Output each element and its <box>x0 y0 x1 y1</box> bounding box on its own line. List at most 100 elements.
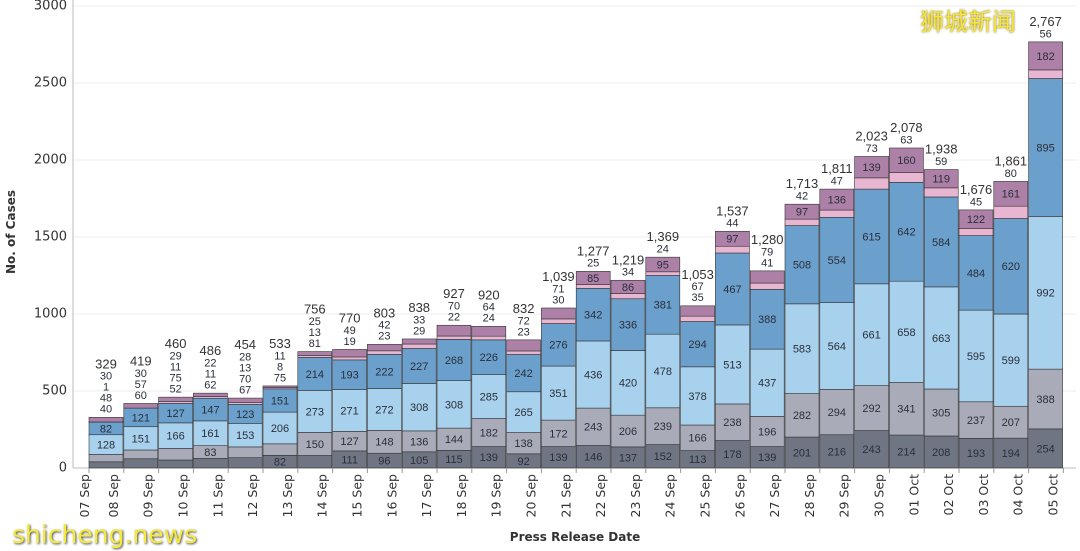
segment-value-label: 79 <box>761 246 773 258</box>
bar-segment <box>610 279 646 294</box>
bar-segment <box>993 437 1029 469</box>
bar-segment <box>610 414 646 448</box>
x-tick-label: 21 Sep <box>558 474 573 518</box>
x-tick-label: 01 Oct <box>906 474 921 516</box>
segment-value-label: 271 <box>340 405 358 417</box>
bar-22-sep: 146 243 436 342 85 251,277 <box>575 243 611 469</box>
bar-segment <box>367 350 402 355</box>
total-label: 1,713 <box>786 176 819 191</box>
x-tick-label: 16 Sep <box>384 474 399 518</box>
bar-segment <box>715 252 750 326</box>
segment-value-label: 151 <box>132 433 150 445</box>
x-tick-label: 26 Sep <box>732 474 747 518</box>
bar-segment <box>958 401 994 439</box>
total-label: 1,861 <box>995 153 1028 168</box>
segment-value-label: 436 <box>584 369 602 381</box>
segment-value-label: 83 <box>204 447 216 459</box>
total-label: 2,023 <box>855 128 888 143</box>
segment-value-label: 25 <box>309 316 321 328</box>
total-label: 460 <box>165 336 187 351</box>
bar-segment <box>610 298 646 351</box>
segment-value-label: 336 <box>619 320 637 332</box>
bar-segment <box>889 182 924 282</box>
total-label: 419 <box>130 353 152 368</box>
total-label: 770 <box>339 310 361 325</box>
segment-value-label: 22 <box>204 358 216 370</box>
segment-value-label: 272 <box>375 404 393 416</box>
segment-value-label: 137 <box>619 452 637 464</box>
bar-segment <box>784 203 820 220</box>
y-tick-label: 2000 <box>34 153 67 168</box>
x-tick-label: 18 Sep <box>454 474 469 518</box>
segment-value-label: 81 <box>309 338 321 350</box>
bar-segment <box>123 403 159 409</box>
segment-value-label: 75 <box>169 373 181 385</box>
bar-segment <box>889 280 924 383</box>
x-tick-label: 20 Sep <box>524 474 539 518</box>
bar-28-sep: 201 282 583 508 97 421,713 <box>784 176 820 469</box>
bar-segment <box>680 321 715 368</box>
segment-value-label: 86 <box>622 282 634 294</box>
segment-value-label: 216 <box>828 446 846 458</box>
segment-value-label: 56 <box>1039 28 1051 40</box>
x-tick-label: 09 Sep <box>141 474 156 518</box>
bar-segment <box>575 271 611 285</box>
total-label: 1,219 <box>612 252 645 267</box>
segment-value-label: 1 <box>103 382 109 394</box>
segment-value-label: 111 <box>341 454 358 466</box>
segment-value-label: 182 <box>480 427 498 439</box>
segment-value-label: 34 <box>622 267 634 279</box>
total-label: 329 <box>95 356 117 371</box>
x-tick-label: 14 Sep <box>315 474 330 518</box>
bar-05-oct: 254 388 992 895 182 562,767 <box>1028 14 1063 469</box>
segment-value-label: 663 <box>932 333 950 345</box>
x-tick-label: 23 Sep <box>628 474 643 518</box>
bar-segment <box>889 382 924 436</box>
x-tick-label: 19 Sep <box>489 474 504 518</box>
bar-segment <box>645 407 681 445</box>
segment-value-label: 992 <box>1036 288 1054 300</box>
segment-value-label: 48 <box>100 393 112 405</box>
segment-value-label: 23 <box>378 331 390 343</box>
segment-value-label: 178 <box>723 449 741 461</box>
segment-value-label: 237 <box>967 415 985 427</box>
segment-value-label: 139 <box>480 452 498 464</box>
bar-segment <box>471 339 507 375</box>
x-tick-label: 25 Sep <box>698 474 713 518</box>
segment-value-label: 243 <box>584 422 602 434</box>
segment-value-label: 30 <box>100 371 112 383</box>
bar-04-oct: 194 207 599 620 161 801,861 <box>993 153 1029 469</box>
segment-value-label: 467 <box>723 284 741 296</box>
segment-value-label: 35 <box>691 292 703 304</box>
segment-value-label: 11 <box>170 362 181 374</box>
bar-segment <box>645 271 681 276</box>
segment-value-label: 42 <box>796 191 808 203</box>
segment-value-label: 583 <box>793 344 811 356</box>
bar-segment <box>993 405 1029 439</box>
x-axis-ticks: 07 Sep 08 Sep 09 Sep 10 Sep 11 Sep 12 Sep 13 S… <box>77 468 1064 518</box>
segment-value-label: 139 <box>758 452 776 464</box>
x-tick-label: 22 Sep <box>593 474 608 518</box>
bar-segment <box>158 459 193 469</box>
x-tick-label: 12 Sep <box>245 474 260 518</box>
bar-segment <box>506 339 541 352</box>
bar-segment <box>506 391 541 433</box>
bar-segment <box>784 218 820 226</box>
segment-value-label: 513 <box>723 359 741 371</box>
bar-segment <box>1028 69 1063 79</box>
bar-segment <box>889 172 924 183</box>
total-label: 2,767 <box>1029 14 1062 29</box>
total-label: 533 <box>269 336 291 351</box>
bar-segment <box>541 323 576 367</box>
segment-value-label: 95 <box>657 259 669 271</box>
bar-segment <box>1028 368 1063 430</box>
segment-value-label: 620 <box>1002 261 1020 273</box>
x-tick-label: 10 Sep <box>176 474 191 518</box>
segment-value-label: 243 <box>862 444 880 456</box>
bar-segment <box>854 177 889 190</box>
segment-value-label: 642 <box>897 227 915 239</box>
bar-segment <box>436 335 472 340</box>
total-label: 832 <box>513 301 535 316</box>
